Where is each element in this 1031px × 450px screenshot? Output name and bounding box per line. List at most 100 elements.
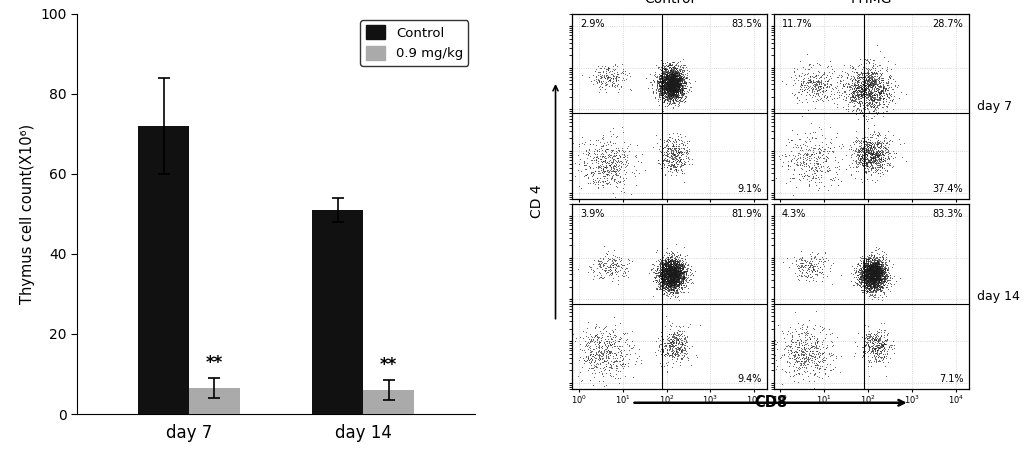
Point [873, 76, 890, 84]
Point [662, 79, 678, 86]
Point [861, 81, 877, 88]
Point [590, 164, 606, 171]
Point [876, 288, 893, 295]
Point [828, 171, 844, 178]
Point [863, 272, 879, 279]
Point [672, 345, 689, 352]
Point [675, 279, 692, 286]
Point [614, 177, 631, 184]
Point [668, 90, 685, 98]
Point [869, 275, 886, 282]
Point [873, 266, 890, 273]
Point [668, 271, 685, 278]
Point [882, 280, 898, 287]
Point [621, 342, 637, 350]
Point [662, 81, 678, 88]
Point [677, 261, 694, 268]
Point [666, 89, 683, 96]
Point [665, 279, 681, 286]
Point [664, 341, 680, 348]
Point [660, 278, 676, 285]
Point [665, 282, 681, 289]
Point [577, 341, 594, 348]
Point [656, 275, 672, 283]
Point [863, 71, 879, 78]
Point [606, 176, 623, 183]
Point [584, 335, 600, 342]
Point [679, 153, 696, 160]
Point [662, 285, 678, 292]
Point [812, 85, 829, 92]
Point [666, 272, 683, 279]
Point [655, 267, 671, 274]
Point [589, 271, 605, 279]
Point [872, 273, 889, 280]
Point [870, 96, 887, 103]
Point [665, 283, 681, 290]
Point [817, 356, 833, 363]
Point [867, 150, 884, 158]
Point [863, 285, 879, 292]
Point [864, 151, 880, 158]
Point [659, 279, 675, 286]
Point [809, 72, 826, 79]
Point [660, 283, 676, 290]
Point [822, 166, 838, 174]
Point [659, 71, 675, 78]
Point [671, 270, 688, 277]
Point [662, 269, 678, 276]
Point [866, 153, 883, 160]
Point [856, 275, 872, 283]
Point [788, 257, 804, 265]
Point [669, 86, 686, 94]
Point [860, 337, 876, 344]
Point [873, 341, 890, 348]
Point [864, 158, 880, 165]
Point [818, 370, 834, 377]
Point [663, 280, 679, 287]
Point [656, 266, 672, 274]
Point [866, 144, 883, 152]
Point [662, 274, 678, 282]
Point [662, 266, 678, 273]
Point [804, 89, 821, 96]
Point [648, 74, 665, 81]
Point [854, 153, 870, 160]
Point [858, 276, 874, 284]
Point [662, 73, 678, 81]
Point [604, 358, 621, 365]
Point [875, 256, 892, 263]
Point [877, 143, 894, 150]
Point [656, 83, 672, 90]
Point [854, 91, 870, 98]
Point [861, 286, 877, 293]
Point [659, 270, 675, 278]
Point [658, 75, 674, 82]
Point [870, 87, 887, 94]
Point [870, 265, 887, 272]
Point [801, 86, 818, 94]
Point [870, 281, 887, 288]
Point [851, 76, 867, 83]
Point [877, 265, 894, 272]
Point [657, 78, 673, 85]
Point [885, 97, 901, 104]
Point [661, 81, 677, 88]
Point [650, 80, 666, 87]
Point [665, 261, 681, 269]
Point [606, 165, 623, 172]
Point [605, 339, 622, 346]
Point [865, 144, 882, 151]
Point [808, 160, 825, 167]
Point [665, 64, 681, 71]
Point [871, 130, 888, 138]
Point [664, 90, 680, 98]
Point [868, 270, 885, 277]
Point [855, 343, 871, 351]
Point [874, 157, 891, 164]
Point [666, 268, 683, 275]
Point [862, 166, 878, 173]
Point [865, 68, 882, 76]
Point [802, 143, 819, 150]
Point [869, 274, 886, 281]
